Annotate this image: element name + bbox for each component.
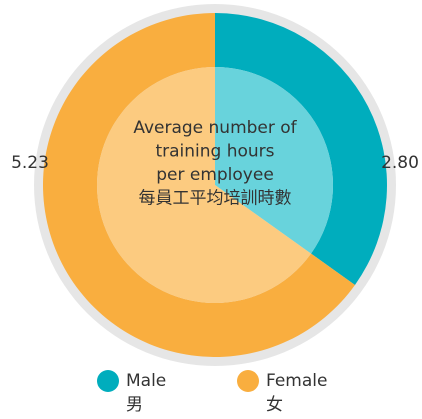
slice [215,13,388,285]
legend-label-zh: 女 [266,395,283,415]
value-label: 5.23 [11,153,49,173]
center-label: Average number of [133,118,297,138]
slice [43,13,355,358]
center-label: 每員工平均培訓時數 [139,189,292,209]
value-label: 2.80 [381,153,419,173]
legend-label: Female [266,371,327,391]
legend-label: Male [126,371,166,391]
legend-label-zh: 男 [126,395,143,415]
slice-inner [96,67,312,303]
center-label: per employee [156,165,274,185]
center-label: training hours [155,142,274,162]
legend-swatch [237,370,259,392]
slice-inner [215,67,334,254]
legend-swatch [97,370,119,392]
